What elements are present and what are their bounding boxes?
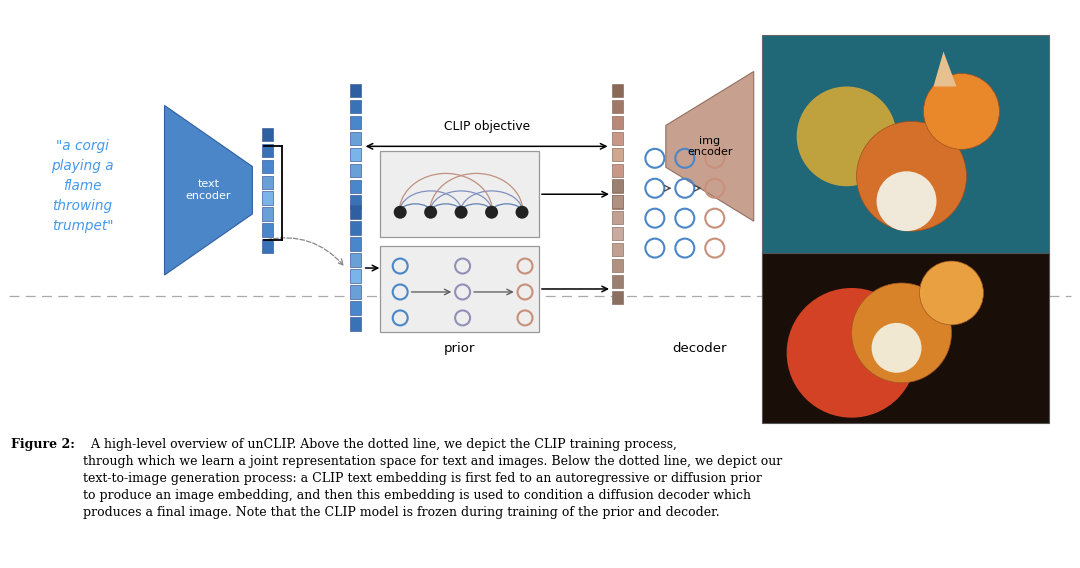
- FancyBboxPatch shape: [261, 191, 273, 205]
- FancyBboxPatch shape: [612, 275, 623, 288]
- FancyBboxPatch shape: [380, 151, 539, 237]
- Circle shape: [919, 261, 984, 325]
- Polygon shape: [933, 52, 957, 86]
- FancyBboxPatch shape: [612, 116, 623, 129]
- Circle shape: [923, 73, 999, 149]
- FancyBboxPatch shape: [261, 239, 273, 253]
- Text: img
encoder: img encoder: [687, 136, 732, 157]
- Text: prior: prior: [444, 342, 475, 355]
- FancyBboxPatch shape: [612, 291, 623, 304]
- Circle shape: [877, 172, 936, 231]
- FancyBboxPatch shape: [350, 237, 361, 251]
- FancyBboxPatch shape: [350, 285, 361, 299]
- FancyBboxPatch shape: [261, 223, 273, 237]
- Circle shape: [424, 206, 437, 219]
- Text: Figure 2:: Figure 2:: [11, 437, 75, 450]
- Circle shape: [797, 86, 896, 186]
- Circle shape: [852, 283, 951, 383]
- Text: decoder: decoder: [673, 342, 727, 355]
- FancyBboxPatch shape: [761, 253, 1050, 423]
- FancyBboxPatch shape: [261, 144, 273, 157]
- FancyBboxPatch shape: [350, 83, 361, 97]
- Circle shape: [485, 206, 498, 219]
- FancyBboxPatch shape: [612, 259, 623, 272]
- Circle shape: [515, 206, 528, 219]
- FancyBboxPatch shape: [350, 132, 361, 145]
- FancyBboxPatch shape: [612, 227, 623, 240]
- FancyBboxPatch shape: [612, 195, 623, 208]
- FancyBboxPatch shape: [261, 128, 273, 141]
- Text: CLIP objective: CLIP objective: [444, 120, 529, 133]
- FancyBboxPatch shape: [350, 222, 361, 235]
- FancyBboxPatch shape: [261, 160, 273, 173]
- Text: A high-level overview of unCLIP. Above the dotted line, we depict the CLIP train: A high-level overview of unCLIP. Above t…: [82, 437, 782, 519]
- FancyBboxPatch shape: [261, 176, 273, 189]
- Circle shape: [872, 323, 921, 373]
- FancyBboxPatch shape: [761, 35, 1050, 296]
- Circle shape: [856, 122, 967, 231]
- FancyBboxPatch shape: [350, 269, 361, 283]
- Polygon shape: [164, 106, 253, 275]
- FancyBboxPatch shape: [612, 148, 623, 161]
- Text: "a corgi
playing a
flame
throwing
trumpet": "a corgi playing a flame throwing trumpe…: [51, 139, 113, 233]
- Circle shape: [455, 206, 468, 219]
- FancyBboxPatch shape: [350, 164, 361, 177]
- Text: text
encoder: text encoder: [186, 179, 231, 201]
- Circle shape: [394, 206, 407, 219]
- FancyBboxPatch shape: [350, 206, 361, 219]
- FancyBboxPatch shape: [350, 179, 361, 193]
- FancyBboxPatch shape: [612, 243, 623, 256]
- FancyBboxPatch shape: [350, 116, 361, 129]
- FancyBboxPatch shape: [612, 195, 623, 209]
- FancyBboxPatch shape: [612, 179, 623, 193]
- FancyBboxPatch shape: [612, 164, 623, 177]
- FancyBboxPatch shape: [612, 132, 623, 145]
- FancyBboxPatch shape: [612, 100, 623, 113]
- Circle shape: [786, 288, 917, 417]
- FancyBboxPatch shape: [612, 179, 623, 193]
- FancyBboxPatch shape: [612, 83, 623, 97]
- FancyBboxPatch shape: [350, 148, 361, 161]
- FancyBboxPatch shape: [350, 317, 361, 331]
- FancyBboxPatch shape: [350, 301, 361, 315]
- FancyBboxPatch shape: [380, 246, 539, 332]
- FancyBboxPatch shape: [350, 195, 361, 209]
- FancyBboxPatch shape: [350, 100, 361, 113]
- FancyBboxPatch shape: [261, 207, 273, 221]
- FancyBboxPatch shape: [612, 211, 623, 224]
- Polygon shape: [666, 72, 754, 221]
- FancyBboxPatch shape: [350, 253, 361, 267]
